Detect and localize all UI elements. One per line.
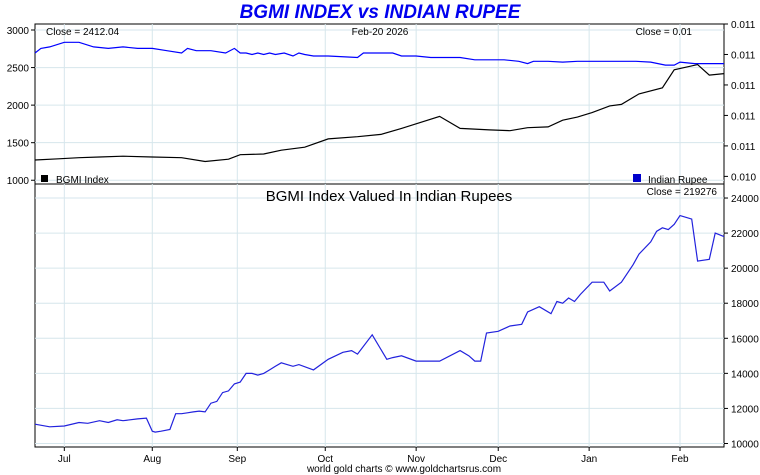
- top-right-tick-label: 0.011: [731, 81, 756, 92]
- footer-credit: world gold charts © www.goldchartsrus.co…: [306, 464, 501, 475]
- bottom-right-tick-label: 12000: [731, 404, 759, 415]
- top-right-tick-label: 0.011: [731, 50, 756, 61]
- x-tick-label: Jan: [581, 454, 597, 465]
- bottom-right-axis: 10000 12000 14000 16000 18000 20000 22000 24000: [724, 194, 759, 450]
- bottom-header-right: Close = 219276: [647, 187, 718, 198]
- bottom-right-tick-label: 18000: [731, 299, 759, 310]
- bottom-gridlines: [35, 184, 724, 447]
- top-header-left: Close = 2412.04: [46, 27, 120, 38]
- top-right-tick-label: 0.011: [731, 111, 756, 122]
- top-left-axis: 1000 1500 2000 2500 3000: [7, 26, 35, 187]
- top-left-tick-label: 3000: [7, 26, 30, 37]
- top-right-axis: 0.010 0.011 0.011 0.011 0.011 0.011: [724, 20, 756, 183]
- x-tick-label: Nov: [407, 454, 425, 465]
- bottom-panel-frame: [34, 183, 725, 448]
- top-left-tick-label: 1500: [7, 139, 30, 150]
- x-tick-label: Oct: [317, 454, 333, 465]
- x-tick-label: Jul: [58, 454, 71, 465]
- top-right-tick-label: 0.010: [731, 172, 756, 183]
- bgmi-index-series-line: [34, 63, 725, 163]
- legend-label-bgmi-index: BGMI Index: [56, 175, 109, 186]
- bottom-right-tick-label: 22000: [731, 229, 759, 240]
- bottom-right-tick-label: 14000: [731, 369, 759, 380]
- bottom-right-tick-label: 20000: [731, 264, 759, 275]
- rupee-series-line: [34, 41, 724, 66]
- top-header-right: Close = 0.01: [636, 27, 693, 38]
- chart-title: BGMI INDEX vs INDIAN RUPEE: [239, 2, 521, 23]
- bgmi-rupee-ratio-line: [34, 214, 725, 433]
- top-right-tick-label: 0.011: [731, 142, 756, 153]
- x-axis: Jul Aug Sep Oct Nov Dec Jan Feb: [58, 447, 689, 465]
- x-tick-label: Aug: [143, 454, 161, 465]
- top-left-tick-label: 2000: [7, 101, 30, 112]
- legend-swatch-indian-rupee: [633, 174, 641, 182]
- bottom-right-tick-label: 16000: [731, 334, 759, 345]
- x-tick-label: Sep: [228, 454, 246, 465]
- top-right-tick-label: 0.011: [731, 20, 756, 31]
- top-left-tick-label: 1000: [7, 176, 30, 187]
- bottom-right-tick-label: 24000: [731, 194, 759, 205]
- legend-label-indian-rupee: Indian Rupee: [648, 175, 708, 186]
- bottom-panel: 10000 12000 14000 16000 18000 20000 22000 24000…: [34, 183, 759, 465]
- legend-swatch-bgmi-index: [41, 175, 48, 182]
- x-tick-label: Dec: [489, 454, 507, 465]
- bottom-panel-title: BGMI Index Valued In Indian Rupees: [266, 188, 513, 205]
- x-tick-label: Feb: [671, 454, 689, 465]
- top-header-center: Feb-20 2026: [352, 27, 409, 38]
- top-left-tick-label: 2500: [7, 64, 30, 75]
- bottom-right-tick-label: 10000: [731, 439, 759, 450]
